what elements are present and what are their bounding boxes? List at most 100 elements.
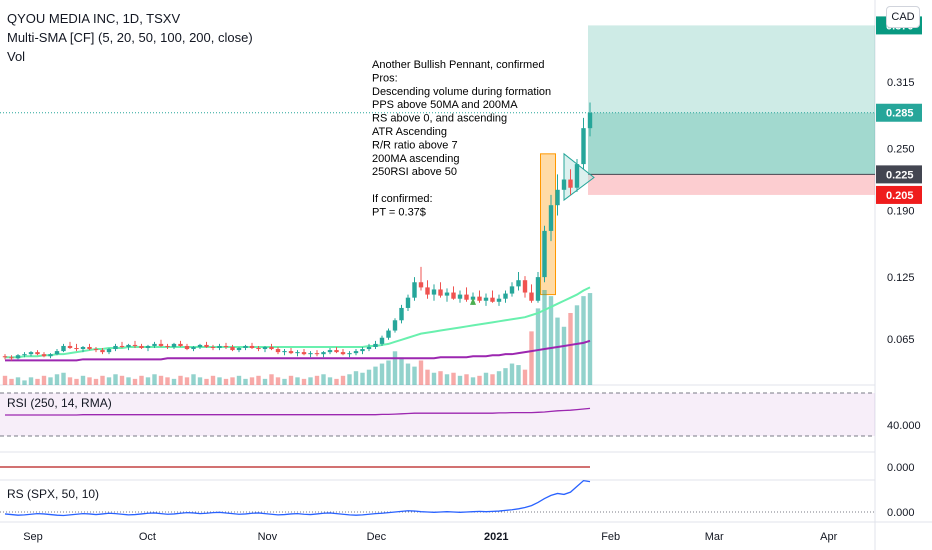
candle-body	[444, 292, 450, 296]
candle-body	[132, 344, 138, 346]
volume-bar	[41, 375, 47, 385]
annotation-line: Pros:	[372, 72, 398, 84]
candle-body	[457, 294, 463, 299]
candle-body	[503, 293, 508, 299]
volume-bar	[295, 377, 300, 385]
volume-bar	[165, 377, 170, 385]
volume-bar	[119, 375, 125, 385]
volume-bar	[334, 378, 339, 385]
signal-marker	[470, 297, 476, 305]
volume-bar	[308, 377, 313, 385]
candle-body	[210, 346, 216, 349]
volume-bar	[561, 326, 567, 385]
volume-bar	[535, 308, 541, 385]
annotation-line: Another Bullish Pennant, confirmed	[372, 59, 544, 71]
currency-button[interactable]: CAD	[886, 6, 920, 28]
volume-bar	[574, 305, 580, 385]
candle-body	[347, 353, 352, 355]
volume-bar	[542, 290, 547, 385]
price-tag	[876, 185, 922, 204]
volume-bar	[444, 374, 450, 385]
rsi-tick-label: 40.000	[887, 420, 921, 432]
candle-body	[54, 351, 60, 355]
volume-bar	[288, 375, 294, 385]
volume-bar	[301, 378, 307, 385]
candle-body	[184, 345, 190, 350]
candle-body	[113, 345, 118, 350]
candle-body	[171, 343, 177, 347]
volume-bar	[197, 377, 203, 385]
candle-body	[80, 346, 86, 350]
volume-bar	[399, 357, 404, 385]
candle-body	[204, 344, 209, 347]
x-tick-label: Oct	[139, 531, 156, 543]
candle-body	[529, 292, 534, 301]
volume-bar	[61, 372, 66, 385]
candle-body	[61, 345, 66, 352]
candle-body	[587, 112, 593, 129]
volume-bar	[366, 369, 372, 385]
candle-body	[139, 345, 144, 349]
volume-bar	[145, 377, 151, 385]
candle-body	[9, 357, 14, 359]
volume-bar	[236, 375, 242, 385]
volume-bar	[412, 366, 417, 385]
x-tick-label: Feb	[601, 531, 620, 543]
annotation-line: If confirmed:	[372, 193, 433, 205]
annotation-line: RS above 0, and ascending	[372, 113, 507, 125]
volume-bar	[223, 378, 229, 385]
candle-body	[152, 343, 157, 346]
candle-body	[490, 297, 495, 302]
candle-body	[158, 343, 164, 346]
candle-body	[126, 344, 131, 347]
annotation-line: R/R ratio above 7	[372, 139, 458, 151]
symbol-title: QYOU MEDIA INC, 1D, TSXV	[7, 11, 181, 26]
rs-line	[4, 479, 591, 517]
volume-bar	[503, 368, 508, 385]
candle-body	[360, 349, 365, 352]
candle-body	[269, 346, 274, 350]
volume-bar	[230, 377, 235, 385]
volume-bar	[80, 375, 86, 385]
sma-indicator-title: Multi-SMA [CF] (5, 20, 50, 100, 200, clo…	[7, 30, 253, 45]
volume-bar	[386, 360, 391, 385]
volume-bar	[158, 375, 164, 385]
volume-bar	[321, 374, 326, 385]
candle-body	[236, 348, 242, 351]
open-profit-zone	[588, 112, 875, 175]
volume-bar	[100, 375, 105, 385]
volume-bar	[54, 374, 60, 385]
candle-body	[477, 296, 482, 301]
candle-body	[431, 289, 437, 295]
marks-layer	[0, 25, 875, 517]
candle-body	[243, 345, 248, 349]
candle-body	[249, 345, 255, 349]
volume-bar	[483, 372, 489, 385]
volume-bar	[15, 377, 21, 385]
price-tag-label: 0.205	[886, 190, 914, 202]
candle-body	[568, 179, 573, 188]
volume-bar	[106, 377, 112, 385]
candle-body	[119, 345, 125, 347]
candle-body	[48, 354, 53, 357]
volume-bar	[587, 293, 593, 385]
volume-bar	[269, 374, 274, 385]
volume-bar	[509, 363, 515, 385]
candle-body	[353, 351, 359, 354]
candle-body	[314, 353, 320, 355]
volume-bar	[340, 375, 346, 385]
volume-bar	[184, 377, 190, 385]
volume-bar	[210, 375, 216, 385]
candle-body	[256, 348, 261, 350]
volume-bar	[93, 378, 99, 385]
sma-200-line	[5, 339, 591, 362]
price-tag-label: 0.225	[886, 169, 914, 181]
x-tick-label: Apr	[820, 531, 837, 543]
annotation-line: ATR Ascending	[372, 126, 447, 138]
candle-body	[438, 289, 443, 296]
volume-bar	[477, 375, 482, 385]
x-tick-label: Dec	[367, 531, 387, 543]
price-tag	[876, 165, 922, 184]
volume-bar	[217, 377, 222, 385]
